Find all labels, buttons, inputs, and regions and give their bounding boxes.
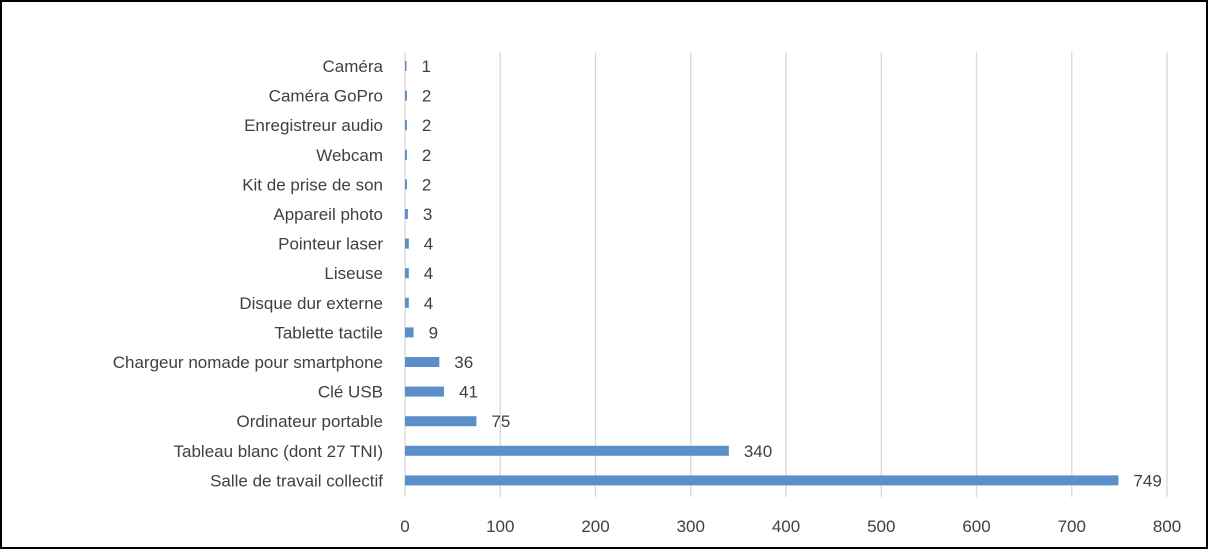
x-tick-label-400: 400 <box>772 517 800 536</box>
bar-8 <box>405 297 409 308</box>
bar-5 <box>405 209 408 219</box>
bar-4 <box>405 179 407 190</box>
category-label-11: Clé USB <box>318 383 383 402</box>
bar-6 <box>405 238 409 249</box>
category-label-12: Ordinateur portable <box>237 412 383 431</box>
data-label-0: 1 <box>422 57 431 76</box>
data-label-9: 9 <box>429 323 438 342</box>
x-tick-label-700: 700 <box>1058 517 1086 536</box>
bar-10 <box>405 357 440 367</box>
data-labels: 1 2 2 2 2 3 4 4 4 9 36 41 75 340 749 <box>422 57 1162 490</box>
bar-9 <box>405 327 414 338</box>
bar-2 <box>405 120 407 131</box>
bar-14 <box>405 475 1119 486</box>
bar-12 <box>405 416 477 427</box>
bars <box>405 61 1119 486</box>
category-label-0: Caméra <box>323 57 384 76</box>
x-tick-label-0: 0 <box>400 517 409 536</box>
bar-0 <box>405 61 407 71</box>
data-label-3: 2 <box>422 146 431 165</box>
data-label-12: 75 <box>491 412 510 431</box>
x-tick-label-800: 800 <box>1153 517 1181 536</box>
category-labels: Caméra Caméra GoPro Enregistreur audio Webc… <box>113 57 384 490</box>
data-label-8: 4 <box>424 294 433 313</box>
gridlines <box>404 52 1168 497</box>
data-label-5: 3 <box>423 205 432 224</box>
category-label-6: Pointeur laser <box>278 235 383 254</box>
category-label-14: Salle de travail collectif <box>210 471 383 490</box>
x-tick-label-200: 200 <box>581 517 609 536</box>
bar-1 <box>405 90 407 101</box>
category-label-7: Liseuse <box>324 264 383 283</box>
data-label-4: 2 <box>422 175 431 194</box>
category-label-5: Appareil photo <box>273 205 383 224</box>
bar-3 <box>405 149 407 160</box>
x-tick-label-100: 100 <box>486 517 514 536</box>
data-label-10: 36 <box>454 353 473 372</box>
category-label-2: Enregistreur audio <box>244 116 383 135</box>
data-label-13: 340 <box>744 442 772 461</box>
data-label-14: 749 <box>1133 471 1161 490</box>
data-label-6: 4 <box>424 235 433 254</box>
data-label-2: 2 <box>422 116 431 135</box>
category-label-9: Tablette tactile <box>274 323 383 342</box>
x-tick-label-300: 300 <box>677 517 705 536</box>
bar-13 <box>405 445 729 456</box>
x-tick-label-500: 500 <box>867 517 895 536</box>
category-label-13: Tableau blanc (dont 27 TNI) <box>174 442 383 461</box>
x-axis-tick-labels: 0 100 200 300 400 500 600 700 800 <box>400 517 1181 536</box>
category-label-10: Chargeur nomade pour smartphone <box>113 353 383 372</box>
bar-11 <box>405 386 445 397</box>
category-label-8: Disque dur externe <box>239 294 383 313</box>
category-label-3: Webcam <box>316 146 383 165</box>
data-label-1: 2 <box>422 87 431 106</box>
category-label-4: Kit de prise de son <box>242 175 383 194</box>
data-label-7: 4 <box>424 264 433 283</box>
bar-7 <box>405 268 409 279</box>
x-tick-label-600: 600 <box>962 517 990 536</box>
category-label-1: Caméra GoPro <box>269 87 383 106</box>
data-label-11: 41 <box>459 383 478 402</box>
